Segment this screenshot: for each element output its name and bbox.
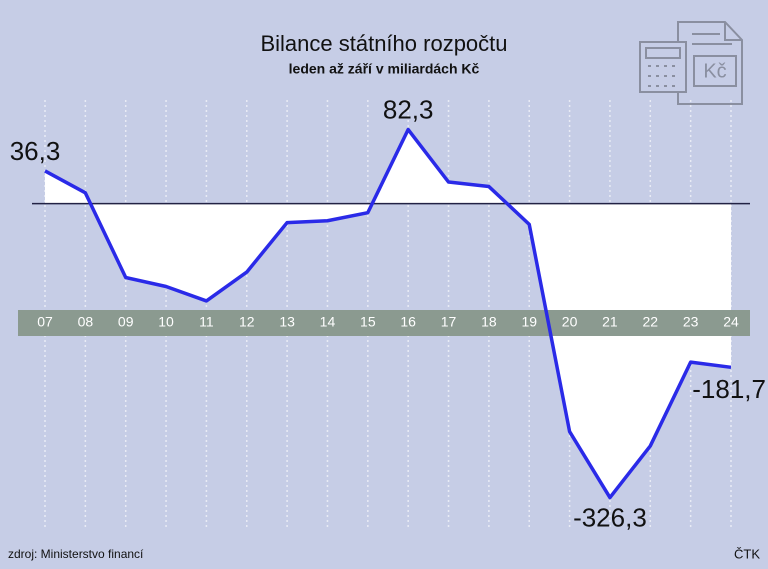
line — [44, 127, 732, 500]
x-tick-label: 24 — [723, 314, 739, 330]
value-label: 36,3 — [10, 136, 61, 166]
category-band — [18, 310, 750, 336]
x-tick-label: 13 — [279, 314, 295, 330]
chart-title: Bilance státního rozpočtu — [260, 31, 507, 56]
value-label: 82,3 — [383, 94, 434, 124]
x-tick-label: 16 — [400, 314, 416, 330]
x-tick-label: 21 — [602, 314, 618, 330]
area — [45, 129, 731, 498]
x-tick-label: 09 — [118, 314, 134, 330]
value-label: -326,3 — [573, 502, 647, 532]
x-tick-label: 20 — [562, 314, 578, 330]
x-tick-label: 15 — [360, 314, 376, 330]
x-tick-label: 17 — [441, 314, 457, 330]
x-tick-label: 12 — [239, 314, 255, 330]
x-tick-label: 14 — [320, 314, 336, 330]
x-tick-label: 23 — [683, 314, 699, 330]
x-tick-label: 18 — [481, 314, 497, 330]
x-tick-label: 07 — [37, 314, 53, 330]
x-tick-label: 19 — [521, 314, 537, 330]
x-tick-label: 11 — [199, 314, 214, 330]
source: zdroj: Ministerstvo financí — [8, 547, 144, 561]
x-tick-label: 10 — [158, 314, 174, 330]
credit: ČTK — [734, 546, 760, 561]
chart-subtitle: leden až září v miliardách Kč — [289, 61, 480, 77]
x-tick-label: 08 — [78, 314, 94, 330]
x-tick-label: 22 — [643, 314, 659, 330]
value-label: -181,7 — [692, 374, 766, 404]
icon — [639, 21, 743, 105]
icon-text: Kč — [703, 60, 726, 82]
